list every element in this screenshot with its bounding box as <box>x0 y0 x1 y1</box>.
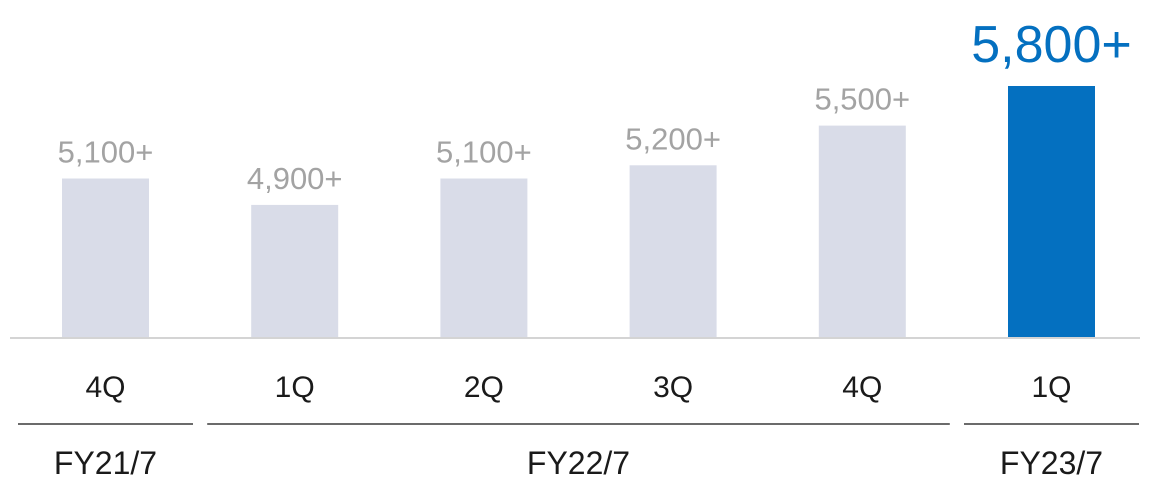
group-label-3: FY23/7 <box>1000 445 1103 480</box>
category-label-2: 1Q <box>275 371 315 404</box>
category-label-6: 1Q <box>1031 371 1071 404</box>
category-labels-layer: 4Q 1Q 2Q 3Q 4Q 1Q <box>85 371 1071 404</box>
bars-layer <box>62 86 1095 337</box>
data-label-1: 5,100+ <box>58 135 154 170</box>
group-label-1: FY21/7 <box>54 445 157 480</box>
bar-3 <box>440 178 528 337</box>
bar-5 <box>818 125 906 337</box>
category-label-4: 3Q <box>653 371 693 404</box>
bar-6 <box>1008 86 1095 337</box>
data-labels-layer: 5,100+ 4,900+ 5,100+ 5,200+ 5,500+ 5,800+ <box>58 16 1132 196</box>
bar-4 <box>629 165 717 337</box>
data-label-6: 5,800+ <box>971 16 1132 74</box>
bar-2 <box>251 204 339 337</box>
data-label-4: 5,200+ <box>625 121 721 156</box>
group-labels-layer: FY21/7 FY22/7 FY23/7 <box>18 423 1139 481</box>
group-label-2: FY22/7 <box>527 445 630 480</box>
data-label-5: 5,500+ <box>814 82 910 117</box>
data-label-3: 5,100+ <box>436 135 532 170</box>
bar-1 <box>62 178 149 337</box>
data-label-2: 4,900+ <box>247 161 343 196</box>
category-label-1: 4Q <box>85 371 125 404</box>
category-label-3: 2Q <box>464 371 504 404</box>
category-label-5: 4Q <box>842 371 882 404</box>
